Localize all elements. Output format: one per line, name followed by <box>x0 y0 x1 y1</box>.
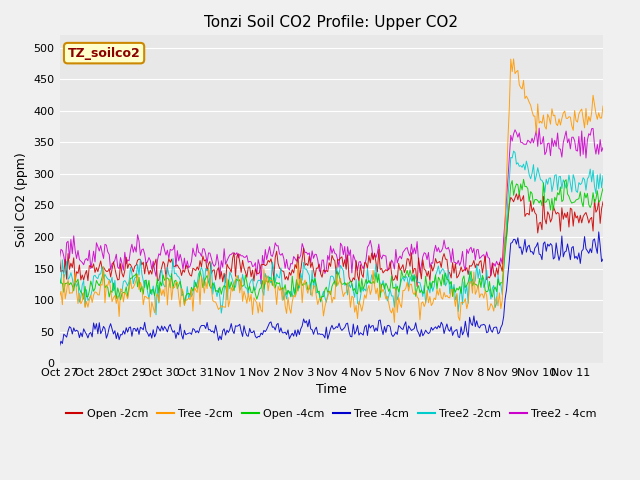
Title: Tonzi Soil CO2 Profile: Upper CO2: Tonzi Soil CO2 Profile: Upper CO2 <box>204 15 458 30</box>
Legend: Open -2cm, Tree -2cm, Open -4cm, Tree -4cm, Tree2 -2cm, Tree2 - 4cm: Open -2cm, Tree -2cm, Open -4cm, Tree -4… <box>61 404 601 423</box>
X-axis label: Time: Time <box>316 384 347 396</box>
Text: TZ_soilco2: TZ_soilco2 <box>68 47 140 60</box>
Y-axis label: Soil CO2 (ppm): Soil CO2 (ppm) <box>15 152 28 247</box>
